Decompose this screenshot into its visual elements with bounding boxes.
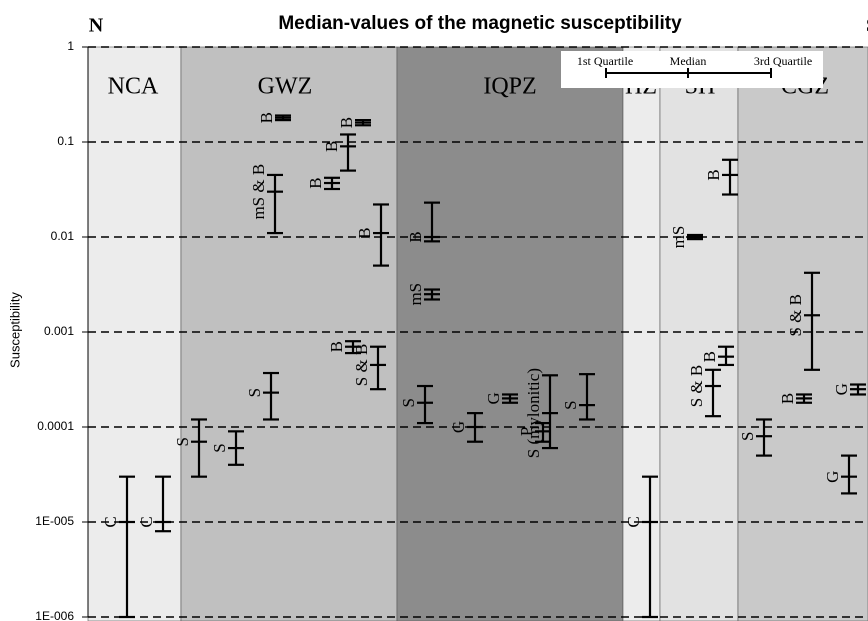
y-tick-label: 0.01 (51, 229, 75, 243)
sample-label: P (517, 427, 536, 436)
sample: B (778, 393, 812, 404)
sample: mS (669, 226, 703, 249)
sample: G (449, 412, 483, 443)
sample-label: S (210, 443, 229, 452)
sample-label: G (823, 471, 842, 483)
y-tick-label: 0.0001 (37, 419, 74, 433)
sample-label: G (832, 383, 851, 395)
sample-label: B (257, 112, 276, 123)
sample: S & B (786, 271, 820, 371)
sample: B (700, 345, 734, 367)
zone-band (659, 46, 739, 621)
legend-label: 3rd Quartile (754, 54, 812, 68)
sample: B (406, 201, 440, 243)
y-tick-label: 1E-006 (35, 609, 74, 621)
sample: B (327, 340, 361, 355)
sample-label: B (306, 177, 325, 188)
sample-label: B (704, 169, 723, 180)
sample: S (738, 418, 772, 457)
sample-label: mS (669, 226, 688, 249)
y-tick-label: 1E-005 (35, 514, 74, 528)
zone-band (180, 46, 398, 621)
sample-label: G (449, 421, 468, 433)
sample-label: S & B (786, 294, 805, 337)
sample-label: B (337, 117, 356, 128)
sample-label: S (561, 400, 580, 409)
sample-label: S (mylonitic) (524, 368, 543, 458)
sample: C (101, 475, 135, 619)
sample: G (832, 383, 866, 396)
sample: G (484, 392, 518, 405)
sample-label: B (406, 231, 425, 242)
y-tick-label: 0.1 (57, 134, 74, 148)
legend-box (561, 51, 823, 88)
sample: C (624, 475, 658, 619)
sample: S (173, 418, 207, 478)
sample-label: mS & B (249, 164, 268, 220)
zones: NCAGWZIQPZHZSHCGZ (87, 46, 868, 621)
sample: G (823, 454, 857, 495)
sample: S (399, 384, 433, 425)
zone-band (87, 46, 182, 621)
zone-label: IQPZ (483, 74, 536, 100)
sample: S (mylonitic) (524, 368, 558, 458)
zone-label: NCA (108, 74, 159, 100)
sample-label: B (327, 341, 346, 352)
sample: B (306, 176, 340, 191)
sample: B (704, 158, 738, 196)
sample-label: mS (406, 283, 425, 306)
samples: C C S S SmS & B B B B B B S & B B BmS S G G PS (myloniti… (101, 112, 866, 619)
sample: S (561, 373, 595, 421)
sample-label: S (245, 388, 264, 397)
sample: B (337, 117, 371, 128)
sample-label: B (355, 227, 374, 238)
sample: B (355, 203, 389, 267)
right-label: S (866, 15, 868, 37)
sample: mS & B (249, 164, 283, 235)
legend-symbol (605, 68, 772, 78)
sample-label: C (137, 516, 156, 527)
y-tick-label: 0.001 (44, 324, 74, 338)
legend-label: 1st Quartile (577, 54, 633, 68)
sample: S (210, 430, 244, 466)
sample-label: S (399, 398, 418, 407)
sample: S & B (687, 365, 721, 418)
sample: S (245, 371, 279, 421)
sample: B (257, 112, 291, 123)
sample: S & B (352, 344, 386, 391)
zone-band (622, 46, 661, 621)
y-axis-label: Susceptibility (7, 292, 22, 368)
zone-label: GWZ (258, 74, 313, 100)
sample: mS (406, 283, 440, 306)
sample: B (322, 133, 356, 172)
zone-band (396, 46, 624, 621)
sample-label: S & B (352, 344, 371, 387)
sample-label: C (101, 516, 120, 527)
sample-label: S (738, 431, 757, 440)
legend-label: Median (670, 54, 707, 68)
sample-label: G (484, 392, 503, 404)
sample: P (517, 421, 551, 443)
sample-label: B (700, 351, 719, 362)
sample: C (137, 475, 171, 533)
left-label: N (89, 15, 104, 37)
y-tick-label: 1 (67, 39, 74, 53)
sample-label: S & B (687, 365, 706, 408)
legend: 1st Quartile Median 3rd Quartile (561, 51, 823, 88)
sample-label: S (173, 437, 192, 446)
sample-label: B (778, 393, 797, 404)
chart-title: Median-values of the magnetic susceptibi… (278, 13, 682, 34)
sample-label: C (624, 516, 643, 527)
sample-label: B (322, 141, 341, 152)
